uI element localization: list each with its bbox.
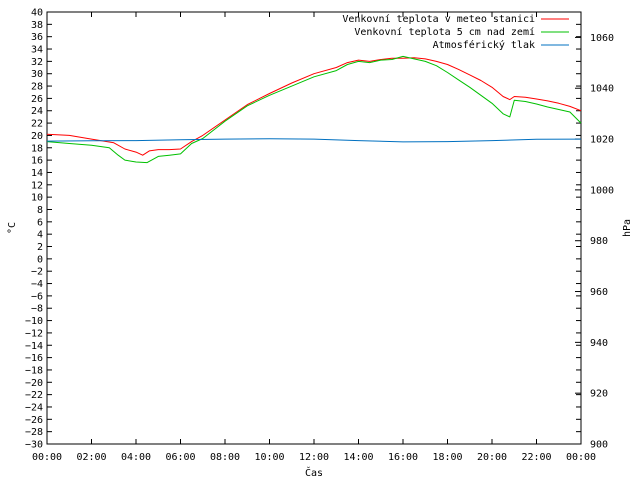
- x-tick-label: 00:00: [566, 452, 596, 463]
- y-tick-label: 28: [31, 82, 43, 93]
- x-tick-label: 22:00: [521, 452, 551, 463]
- legend: Venkovní teplota v meteo staniciVenkovní…: [342, 13, 569, 51]
- y-axis-ticks: −30−28−26−24−22−20−18−16−14−12−10−8−6−4−…: [25, 8, 581, 451]
- y2-tick-label: 1060: [590, 33, 614, 44]
- y-tick-label: −24: [25, 402, 43, 413]
- y2-tick-label: 1000: [590, 185, 614, 196]
- y-tick-label: 18: [31, 143, 43, 154]
- y-tick-label: 40: [31, 8, 43, 19]
- y-tick-label: −12: [25, 328, 43, 339]
- y-tick-label: −30: [25, 440, 43, 451]
- y-tick-label: −8: [31, 304, 43, 315]
- y-tick-label: −10: [25, 316, 43, 327]
- x-tick-label: 00:00: [32, 452, 62, 463]
- y-axis-label: °C: [7, 222, 18, 234]
- y-tick-label: 34: [31, 45, 43, 56]
- y-tick-label: −18: [25, 365, 43, 376]
- y-tick-label: 26: [31, 94, 43, 105]
- y2-tick-label: 1040: [590, 84, 614, 95]
- x-tick-label: 08:00: [210, 452, 240, 463]
- y-tick-label: 22: [31, 119, 43, 130]
- y2-tick-label: 940: [590, 338, 608, 349]
- y-tick-label: 20: [31, 131, 43, 142]
- x-axis-label: Čas: [305, 466, 323, 479]
- y-tick-label: 24: [31, 106, 43, 117]
- y-tick-label: 8: [37, 205, 43, 216]
- x-tick-label: 18:00: [432, 452, 462, 463]
- y-tick-label: −6: [31, 291, 43, 302]
- x-tick-label: 04:00: [121, 452, 151, 463]
- x-tick-label: 12:00: [299, 452, 329, 463]
- y2-axis-ticks: 900 920 940 960 980 1000 1020 1040 1060: [575, 33, 614, 451]
- y-tick-label: −14: [25, 341, 43, 352]
- y-tick-label: 6: [37, 217, 43, 228]
- y-tick-label: 16: [31, 156, 43, 167]
- y-tick-label: −26: [25, 415, 43, 426]
- y-tick-label: −20: [25, 378, 43, 389]
- y-tick-label: −2: [31, 267, 43, 278]
- y-tick-label: 12: [31, 180, 43, 191]
- legend-label: Venkovní teplota 5 cm nad zemí: [354, 26, 535, 38]
- x-tick-label: 20:00: [477, 452, 507, 463]
- x-tick-label: 02:00: [76, 452, 106, 463]
- series-lines: [46, 55, 582, 164]
- y-tick-label: −28: [25, 427, 43, 438]
- series-line-3: [46, 138, 582, 143]
- y2-axis-label: hPa: [622, 219, 633, 237]
- y-tick-label: 30: [31, 69, 43, 80]
- y2-tick-label: 980: [590, 236, 608, 247]
- x-axis-ticks: 00:00 02:00 04:00 06:00 08:00 10:00 12:00 14:00…: [32, 12, 596, 463]
- y-tick-label: −16: [25, 353, 43, 364]
- x-tick-label: 10:00: [254, 452, 284, 463]
- x-tick-label: 16:00: [388, 452, 418, 463]
- legend-label: Atmosférický tlak: [433, 39, 535, 51]
- x-tick-label: 14:00: [343, 452, 373, 463]
- y-tick-label: 4: [37, 230, 43, 241]
- y2-tick-label: 960: [590, 287, 608, 298]
- y-tick-label: 10: [31, 193, 43, 204]
- y-tick-label: 36: [31, 32, 43, 43]
- y-tick-label: 38: [31, 20, 43, 31]
- series-line-1: [46, 57, 582, 156]
- y2-tick-label: 920: [590, 389, 608, 400]
- y-tick-label: 14: [31, 168, 43, 179]
- x-tick-label: 06:00: [165, 452, 195, 463]
- y-tick-label: 0: [37, 254, 43, 265]
- y2-tick-label: 900: [590, 440, 608, 451]
- legend-label: Venkovní teplota v meteo stanici: [342, 13, 535, 25]
- y-tick-label: −22: [25, 390, 43, 401]
- y-tick-label: 32: [31, 57, 43, 68]
- series-line-2: [46, 55, 582, 164]
- y2-tick-label: 1020: [590, 135, 614, 146]
- y-tick-label: −4: [31, 279, 43, 290]
- y-tick-label: 2: [37, 242, 43, 253]
